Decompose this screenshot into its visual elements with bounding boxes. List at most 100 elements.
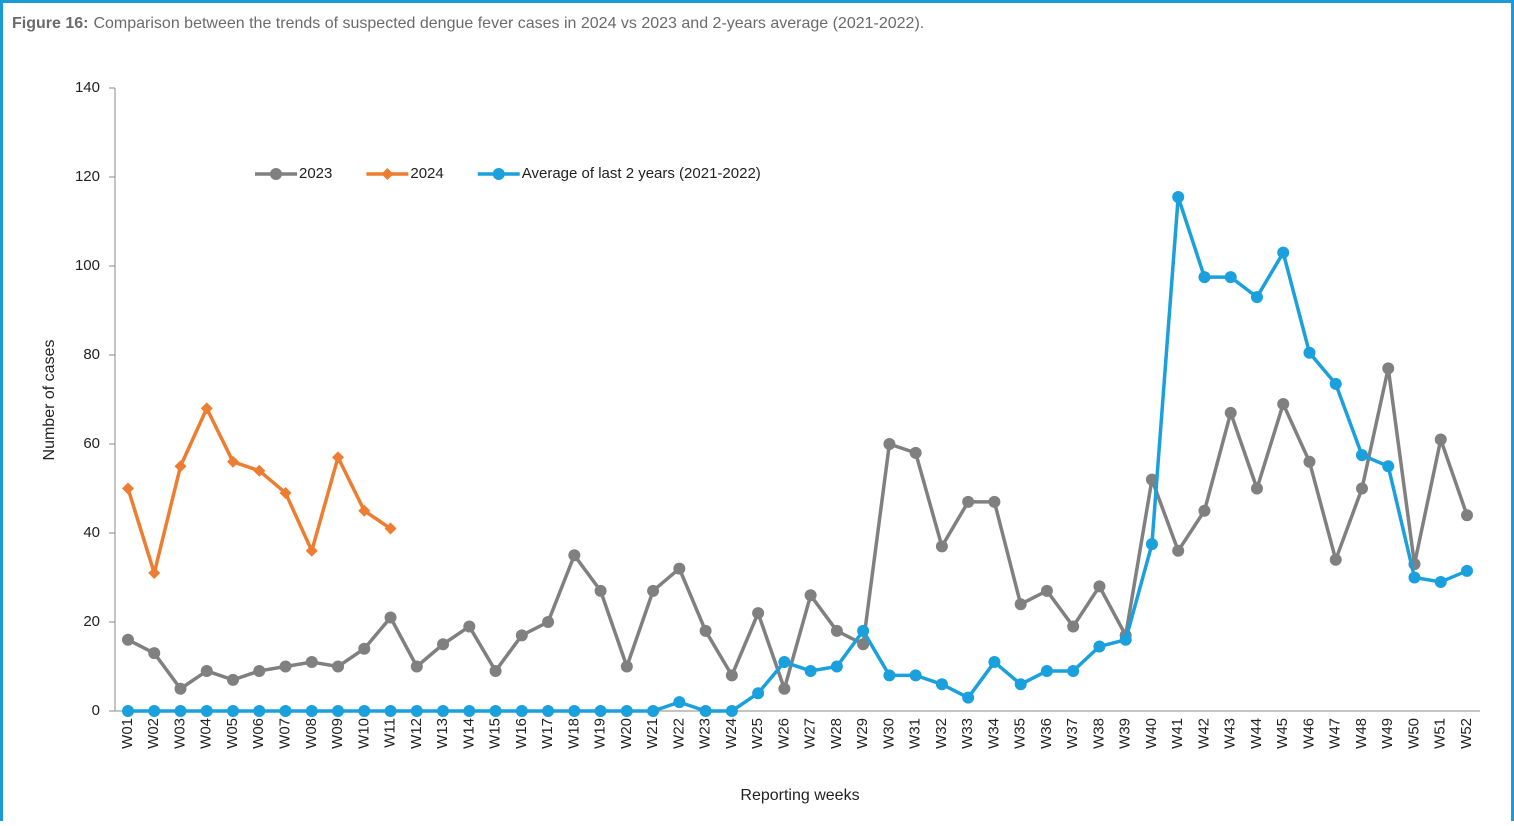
marker	[1014, 678, 1027, 691]
marker	[988, 656, 1001, 669]
marker	[305, 705, 318, 717]
x-tick-label: W06	[250, 718, 267, 749]
marker	[227, 455, 240, 468]
x-tick-label: W04	[198, 718, 215, 749]
marker	[332, 660, 345, 673]
marker	[1172, 544, 1185, 557]
marker	[332, 705, 345, 717]
x-tick-label: W24	[723, 718, 740, 749]
marker	[1434, 433, 1447, 446]
marker	[515, 705, 528, 717]
marker	[752, 687, 765, 700]
x-tick-label: W32	[933, 718, 950, 749]
x-tick-label: W29	[854, 718, 871, 749]
x-tick-label: W01	[119, 718, 136, 749]
marker	[148, 647, 161, 660]
marker	[1434, 575, 1447, 588]
marker	[1303, 346, 1316, 359]
marker	[200, 705, 213, 717]
marker	[1329, 553, 1342, 566]
x-tick-label: W25	[749, 718, 766, 749]
x-tick-label: W27	[802, 718, 819, 749]
marker	[883, 669, 896, 682]
marker	[148, 705, 161, 717]
x-tick-label: W48	[1353, 718, 1370, 749]
marker	[1277, 397, 1290, 410]
y-tick-label: 40	[83, 524, 100, 541]
marker	[1461, 509, 1473, 522]
marker	[358, 705, 371, 717]
marker	[227, 673, 240, 686]
x-tick-label: W41	[1169, 718, 1186, 749]
marker	[1408, 571, 1421, 584]
marker	[227, 705, 240, 717]
x-tick-label: W43	[1222, 718, 1239, 749]
marker	[673, 696, 686, 709]
x-tick-label: W50	[1405, 718, 1422, 749]
marker	[620, 660, 633, 673]
marker	[778, 656, 791, 669]
marker	[857, 638, 870, 651]
y-tick-label: 120	[75, 168, 100, 185]
marker	[1040, 584, 1053, 597]
marker	[148, 567, 161, 580]
x-axis-label: Reporting weeks	[740, 787, 859, 804]
marker	[1093, 640, 1106, 653]
marker	[1198, 271, 1211, 284]
marker	[778, 682, 791, 695]
marker	[909, 446, 922, 459]
marker	[620, 705, 633, 717]
legend-label: 2024	[410, 165, 443, 182]
series-line	[126, 406, 392, 575]
y-axis-label: Number of cases	[41, 340, 58, 461]
marker	[384, 611, 397, 624]
marker	[489, 664, 502, 677]
marker	[279, 486, 292, 499]
marker	[1198, 504, 1211, 517]
marker	[962, 691, 975, 704]
y-tick-label: 140	[75, 79, 100, 96]
marker	[305, 656, 318, 669]
marker	[1172, 191, 1185, 204]
marker	[410, 705, 423, 717]
marker	[830, 660, 843, 673]
x-tick-label: W03	[171, 718, 188, 749]
x-tick-label: W46	[1300, 718, 1317, 749]
marker	[1303, 455, 1316, 468]
x-tick-label: W08	[303, 718, 320, 749]
marker	[1093, 580, 1106, 593]
marker	[1014, 598, 1027, 611]
marker	[568, 705, 581, 717]
marker	[270, 168, 282, 180]
x-tick-label: W21	[644, 718, 661, 749]
marker	[305, 544, 318, 557]
series-line	[127, 366, 1469, 691]
x-tick-label: W16	[513, 718, 530, 749]
marker	[174, 682, 187, 695]
marker	[489, 705, 502, 717]
x-tick-label: W26	[775, 718, 792, 749]
marker	[1067, 664, 1080, 677]
marker	[1119, 633, 1132, 646]
marker	[699, 705, 712, 717]
x-tick-label: W15	[487, 718, 504, 749]
x-tick-label: W11	[382, 718, 399, 748]
x-tick-label: W17	[539, 718, 556, 749]
legend-label: Average of last 2 years (2021-2022)	[522, 165, 761, 182]
marker	[857, 624, 870, 637]
marker	[1224, 406, 1237, 419]
x-tick-label: W09	[329, 718, 346, 749]
marker	[1067, 620, 1080, 633]
x-tick-label: W10	[355, 718, 372, 749]
y-tick-label: 100	[75, 257, 100, 274]
y-tick-label: 80	[83, 346, 100, 363]
marker	[1040, 664, 1053, 677]
marker	[1355, 449, 1368, 462]
marker	[725, 705, 738, 717]
marker	[384, 705, 397, 717]
marker	[253, 464, 266, 477]
marker	[1145, 538, 1158, 551]
title-text: Comparison between the trends of suspect…	[93, 15, 924, 32]
